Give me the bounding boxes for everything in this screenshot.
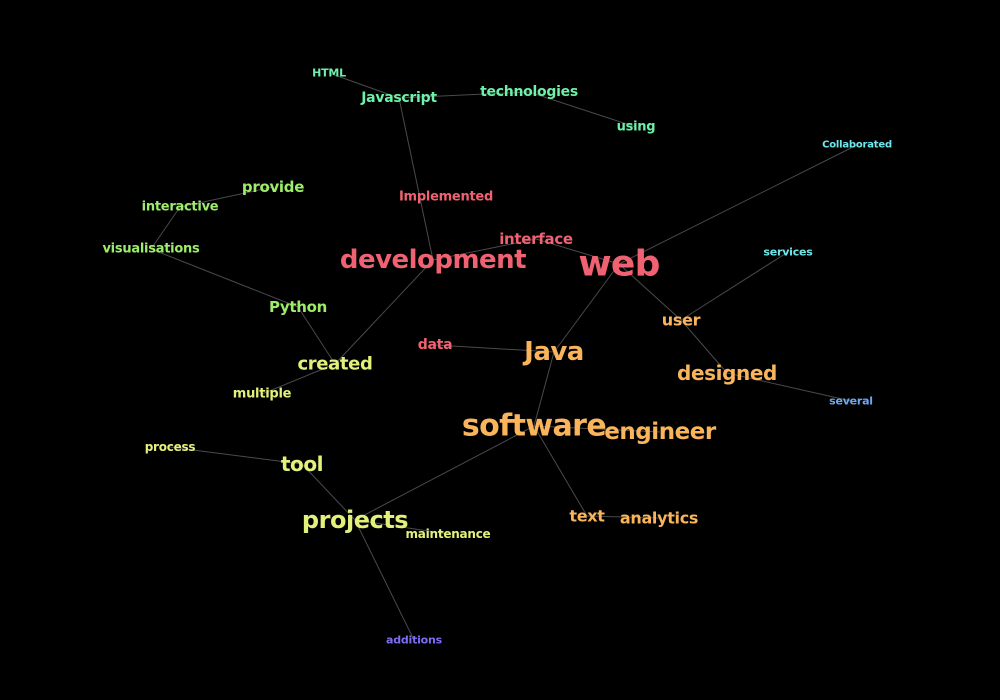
edge-java-data <box>434 344 555 353</box>
edge-software-engineer <box>533 425 661 433</box>
edge-created-multiple <box>261 363 336 395</box>
word-collaborated: Collaborated <box>822 140 892 151</box>
word-development: development <box>340 245 526 275</box>
word-text: text <box>569 507 605 526</box>
word-using: using <box>617 120 656 135</box>
word-interface: interface <box>499 230 573 248</box>
word-web: web <box>578 244 659 285</box>
word-html: HTML <box>312 67 346 80</box>
edge-python-visualisations <box>150 248 299 308</box>
edge-javascript-technologies <box>398 91 530 99</box>
word-several: several <box>829 395 873 408</box>
word-technologies: technologies <box>480 84 578 100</box>
edge-visualisations-interactive <box>150 206 181 250</box>
edge-development-created <box>334 259 434 365</box>
word-java: Java <box>522 337 584 367</box>
edge-user-designed <box>680 319 728 374</box>
edge-html-javascript <box>328 72 400 99</box>
edge-java-software <box>533 351 555 427</box>
word-user: user <box>662 311 701 330</box>
word-multiple: multiple <box>233 387 292 402</box>
word-visualisations: visualisations <box>102 242 200 257</box>
word-provide: provide <box>242 178 304 196</box>
word-maintenance: maintenance <box>406 527 491 541</box>
edge-web-java <box>553 263 620 353</box>
edge-technologies-using <box>528 91 637 128</box>
edge-projects-additions <box>354 519 415 641</box>
word-software: software <box>462 409 606 444</box>
edges-layer <box>150 72 858 641</box>
word-analytics: analytics <box>620 509 698 528</box>
word-process: process <box>145 440 196 454</box>
edge-projects-maintenance <box>354 519 449 535</box>
edge-created-python <box>297 306 336 365</box>
word-tool: tool <box>281 452 323 476</box>
word-interactive: interactive <box>142 200 219 215</box>
edge-projects-tool <box>301 463 356 521</box>
edge-interactive-provide <box>179 186 274 208</box>
edge-interface-web <box>535 238 620 265</box>
edge-development-interface <box>432 238 537 261</box>
edge-designed-several <box>726 372 852 402</box>
word-implemented: Implemented <box>399 190 493 205</box>
word-javascript: Javascript <box>360 90 437 106</box>
edge-javascript-development <box>398 97 434 261</box>
word-designed: designed <box>677 361 777 385</box>
edge-web-collaborated <box>618 144 858 265</box>
word-services: services <box>763 246 813 259</box>
edge-user-services <box>680 251 789 321</box>
word-python: Python <box>269 298 327 316</box>
edge-software-projects <box>354 425 535 521</box>
word-created: created <box>297 354 372 375</box>
edge-tool-process <box>169 446 303 465</box>
word-data: data <box>418 337 453 353</box>
word-additions: additions <box>386 634 443 647</box>
edge-web-user <box>618 263 682 321</box>
word-engineer: engineer <box>604 419 717 445</box>
edge-text-analytics <box>586 515 660 519</box>
edge-software-text <box>533 425 588 517</box>
word-projects: projects <box>302 506 408 534</box>
